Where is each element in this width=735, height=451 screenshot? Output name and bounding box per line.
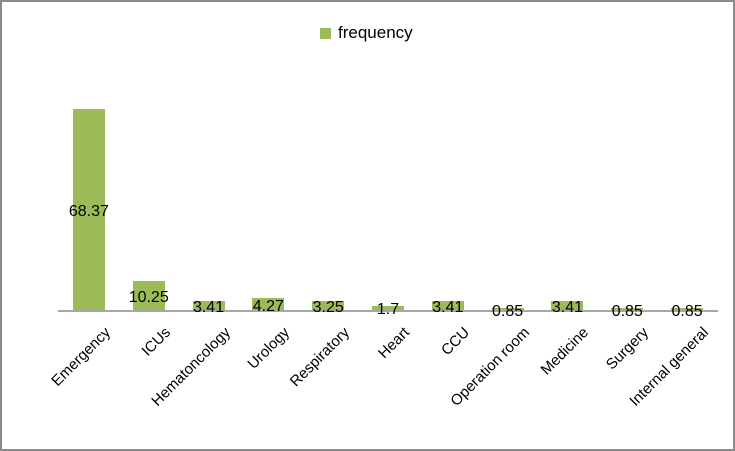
legend-label: frequency xyxy=(338,23,413,42)
data-label: 3.41 xyxy=(192,298,225,316)
data-label: 0.85 xyxy=(671,302,703,320)
bar xyxy=(551,301,584,311)
data-label: 4.27 xyxy=(252,297,284,315)
x-axis-line xyxy=(58,310,718,312)
bar xyxy=(252,298,285,311)
data-label: 1.7 xyxy=(376,301,400,319)
bar xyxy=(72,109,105,311)
bar xyxy=(192,301,225,311)
data-label: 3.41 xyxy=(432,298,464,316)
bar xyxy=(431,301,464,311)
data-label: 68.37 xyxy=(68,202,109,220)
bar xyxy=(611,308,644,311)
bar xyxy=(491,308,524,311)
data-label: 10.25 xyxy=(128,288,169,306)
data-label: 3.25 xyxy=(312,299,344,317)
bar xyxy=(671,308,704,311)
bar xyxy=(372,306,404,311)
legend-swatch-icon xyxy=(320,27,331,39)
bar xyxy=(312,301,345,311)
data-label: 0.85 xyxy=(611,302,643,320)
data-label: 3.41 xyxy=(551,298,584,316)
legend: frequency xyxy=(320,23,413,43)
bar xyxy=(132,281,165,311)
data-label: 0.85 xyxy=(492,302,524,320)
